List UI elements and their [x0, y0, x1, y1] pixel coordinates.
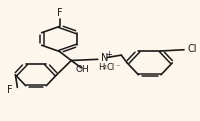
Text: +: +: [105, 50, 112, 59]
Text: N: N: [101, 53, 108, 63]
Text: OH: OH: [75, 65, 89, 74]
Text: ⁻: ⁻: [115, 62, 120, 71]
Text: F: F: [57, 8, 62, 18]
Text: F: F: [7, 85, 12, 95]
Text: H: H: [98, 63, 104, 72]
Text: 2: 2: [102, 65, 106, 70]
Text: Cl: Cl: [188, 44, 197, 54]
Text: Cl: Cl: [106, 63, 115, 72]
